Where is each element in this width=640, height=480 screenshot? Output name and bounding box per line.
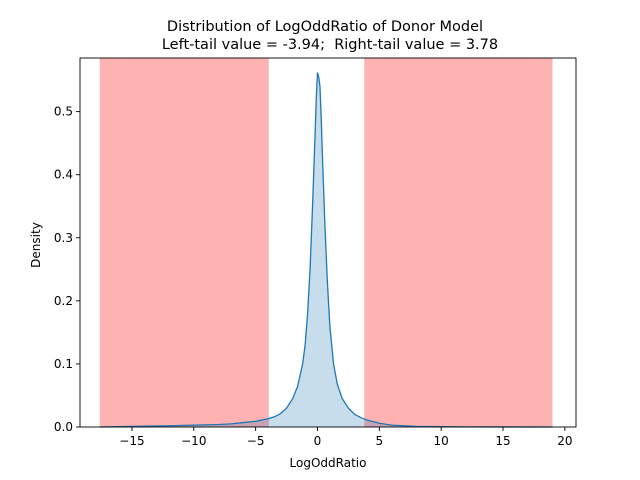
- y-axis-label: Density: [29, 222, 43, 268]
- x-tick-label: 15: [495, 434, 510, 448]
- x-tick-label: 10: [434, 434, 449, 448]
- x-tick-label: 0: [314, 434, 322, 448]
- x-axis-label: LogOddRatio: [290, 456, 367, 470]
- density-area-group: [99, 72, 553, 428]
- y-tick-label: 0.5: [54, 105, 73, 119]
- shaded-region-right-tail: [364, 58, 553, 427]
- x-tick-label: −10: [181, 434, 206, 448]
- y-tick-label: 0.2: [54, 294, 73, 308]
- x-tick-label: −15: [119, 434, 144, 448]
- x-tick-label: 5: [376, 434, 384, 448]
- shaded-region-left-tail: [99, 58, 269, 427]
- y-tick-label: 0.0: [54, 420, 73, 434]
- chart-title: Distribution of LogOddRatio of Donor Mod…: [167, 19, 483, 35]
- y-tick-label: 0.3: [54, 231, 73, 245]
- density-area-fill: [99, 72, 553, 427]
- x-tick-label: 20: [557, 434, 572, 448]
- chart-subtitle: Left-tail value = -3.94; Right-tail valu…: [162, 37, 498, 53]
- shaded-regions: [99, 58, 553, 427]
- density-line: [99, 72, 553, 428]
- axes-border: [79, 57, 577, 428]
- y-tick-label: 0.4: [54, 168, 73, 182]
- x-ticks: −15 −10 −5 0 5 10 15 20: [119, 427, 573, 448]
- axes-frame: [79, 57, 577, 428]
- y-ticks: 0.0 0.1 0.2 0.3 0.4 0.5: [54, 105, 80, 434]
- x-tick-label: −5: [247, 434, 265, 448]
- y-tick-label: 0.1: [54, 357, 73, 371]
